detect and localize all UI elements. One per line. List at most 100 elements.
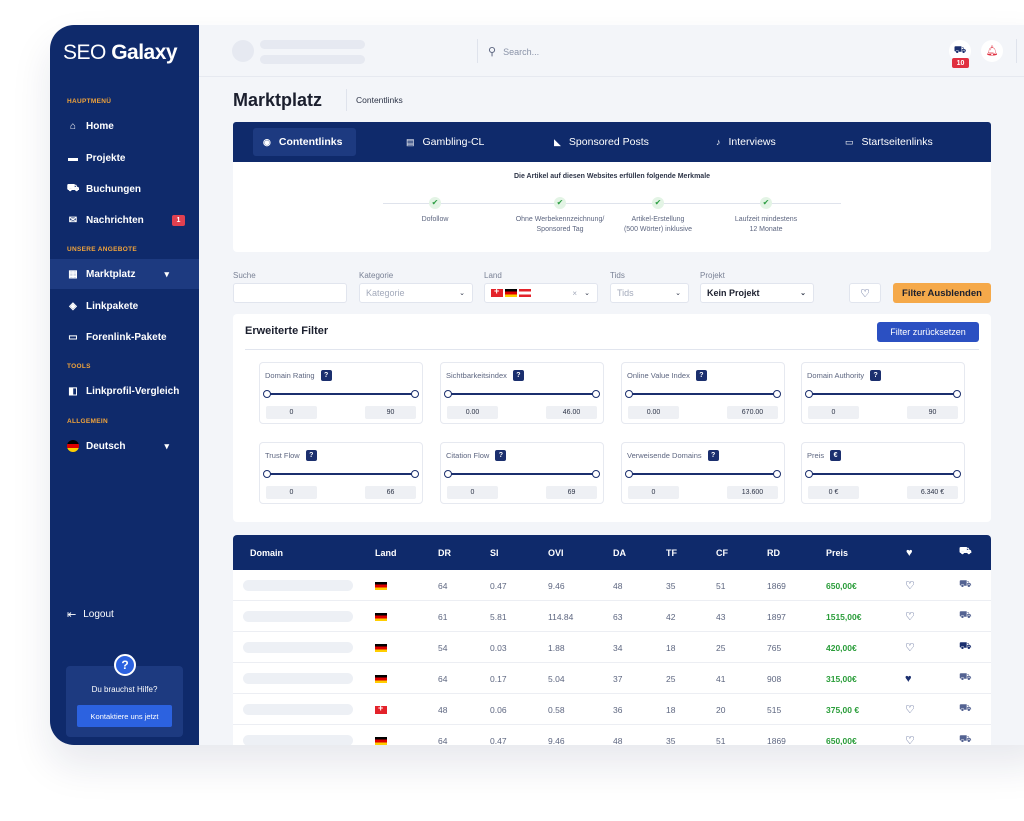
- tids-select[interactable]: Tids ⌄: [610, 283, 689, 303]
- sidebar-item-nachrichten[interactable]: ✉ Nachrichten 1: [50, 205, 199, 235]
- column-header-preis[interactable]: Preis: [826, 547, 849, 558]
- slider-handle-max[interactable]: [592, 390, 600, 398]
- add-to-cart-icon[interactable]: ⛟: [959, 641, 972, 652]
- sidebar-item-marktplatz[interactable]: ▦ Marktplatz ▾: [50, 259, 199, 289]
- range-slider[interactable]: [444, 470, 600, 478]
- max-value[interactable]: 66: [365, 486, 416, 499]
- add-to-cart-icon[interactable]: ⛟: [959, 703, 972, 714]
- range-slider[interactable]: [625, 390, 781, 398]
- domain-placeholder[interactable]: [243, 580, 353, 591]
- min-value[interactable]: 0.00: [628, 406, 679, 419]
- sidebar-item-linkprofil-vergleich[interactable]: ◧ Linkprofil-Vergleich: [68, 385, 180, 397]
- favorite-heart-icon[interactable]: ♥: [905, 672, 912, 685]
- project-select[interactable]: Kein Projekt ⌄: [700, 283, 814, 303]
- slider-handle-max[interactable]: [953, 390, 961, 398]
- add-to-cart-icon[interactable]: ⛟: [959, 672, 972, 683]
- max-value[interactable]: 6.340 €: [907, 486, 958, 499]
- sidebar-item-projekte[interactable]: ▬ Projekte: [68, 152, 126, 164]
- column-header-dr[interactable]: DR: [438, 547, 451, 558]
- help-icon[interactable]: ?: [695, 370, 707, 381]
- favorite-heart-icon[interactable]: ♡: [905, 642, 915, 654]
- range-slider[interactable]: [263, 470, 419, 478]
- slider-handle-max[interactable]: [773, 470, 781, 478]
- breadcrumb[interactable]: Contentlinks: [356, 95, 403, 105]
- sidebar-item-home[interactable]: ⌂ Home: [50, 111, 199, 141]
- column-header-domain[interactable]: Domain: [250, 547, 284, 558]
- tab-interviews[interactable]: ♪ Interviews: [716, 136, 776, 148]
- tab-gambling-cl[interactable]: ▤ Gambling-CL: [406, 136, 485, 148]
- domain-placeholder[interactable]: [243, 611, 353, 622]
- slider-handle-max[interactable]: [953, 470, 961, 478]
- favorites-filter-button[interactable]: ♡: [849, 283, 881, 303]
- min-value[interactable]: 0 €: [808, 486, 859, 499]
- logout-link[interactable]: ⇤ Logout: [67, 609, 114, 621]
- add-to-cart-icon[interactable]: ⛟: [959, 610, 972, 621]
- category-select[interactable]: Kategorie ⌄: [359, 283, 473, 303]
- help-icon[interactable]: ?: [495, 450, 507, 461]
- contact-button[interactable]: Kontaktiere uns jetzt: [77, 705, 172, 727]
- min-value[interactable]: 0: [266, 406, 317, 419]
- range-slider[interactable]: [805, 390, 961, 398]
- favorite-heart-icon[interactable]: ♡: [905, 611, 915, 623]
- slider-handle-min[interactable]: [805, 470, 813, 478]
- notification-button[interactable]: 🔔︎: [981, 40, 1003, 62]
- clear-icon[interactable]: ×: [572, 288, 577, 298]
- add-to-cart-icon[interactable]: ⛟: [959, 579, 972, 590]
- min-value[interactable]: 0: [808, 406, 859, 419]
- range-slider[interactable]: [805, 470, 961, 478]
- column-header-cf[interactable]: CF: [716, 547, 728, 558]
- help-icon[interactable]: ?: [512, 370, 524, 381]
- max-value[interactable]: 670.00: [727, 406, 778, 419]
- slider-handle-min[interactable]: [625, 390, 633, 398]
- search-input[interactable]: ⚲ Search...: [488, 46, 540, 58]
- favorite-heart-icon[interactable]: ♡: [905, 704, 915, 716]
- min-value[interactable]: 0: [266, 486, 317, 499]
- tab-contentlinks[interactable]: ◉ Contentlinks: [253, 128, 356, 156]
- range-slider[interactable]: [625, 470, 781, 478]
- sidebar-item-linkpakete[interactable]: ◈ Linkpakete: [50, 291, 199, 321]
- slider-handle-max[interactable]: [773, 390, 781, 398]
- table-row[interactable]: 54 0.03 1.88 34 18 25 765 420,00€ ♡ ⛟: [233, 632, 991, 663]
- max-value[interactable]: 90: [365, 406, 416, 419]
- min-value[interactable]: 0: [628, 486, 679, 499]
- domain-placeholder[interactable]: [243, 704, 353, 715]
- help-icon[interactable]: ?: [320, 370, 332, 381]
- domain-search-input[interactable]: [233, 283, 347, 303]
- hide-filters-button[interactable]: Filter Ausblenden: [893, 283, 991, 303]
- column-header-da[interactable]: DA: [613, 547, 626, 558]
- avatar[interactable]: [232, 40, 254, 62]
- reset-filters-button[interactable]: Filter zurücksetzen: [877, 322, 979, 342]
- domain-placeholder[interactable]: [243, 735, 353, 745]
- help-icon[interactable]: ?: [305, 450, 317, 461]
- add-to-cart-icon[interactable]: ⛟: [959, 734, 972, 745]
- column-header-rd[interactable]: RD: [767, 547, 780, 558]
- slider-handle-min[interactable]: [625, 470, 633, 478]
- table-row[interactable]: 64 0.47 9.46 48 35 51 1869 650,00€ ♡ ⛟: [233, 570, 991, 601]
- column-header-tf[interactable]: TF: [666, 547, 677, 558]
- slider-handle-max[interactable]: [411, 390, 419, 398]
- slider-handle-min[interactable]: [444, 390, 452, 398]
- euro-icon[interactable]: €: [830, 450, 842, 461]
- help-icon[interactable]: ?: [870, 370, 882, 381]
- column-header-land[interactable]: Land: [375, 547, 397, 558]
- favorite-heart-icon[interactable]: ♡: [905, 735, 915, 745]
- sidebar-item-forenlink-pakete[interactable]: ▭ Forenlink-Pakete: [68, 331, 167, 343]
- slider-handle-min[interactable]: [263, 470, 271, 478]
- table-row[interactable]: 64 0.47 9.46 48 35 51 1869 650,00€ ♡ ⛟: [233, 725, 991, 745]
- domain-placeholder[interactable]: [243, 642, 353, 653]
- table-row[interactable]: 48 0.06 0.58 36 18 20 515 375,00 € ♡ ⛟: [233, 694, 991, 725]
- slider-handle-min[interactable]: [805, 390, 813, 398]
- slider-handle-max[interactable]: [411, 470, 419, 478]
- max-value[interactable]: 46.00: [546, 406, 597, 419]
- max-value[interactable]: 90: [907, 406, 958, 419]
- range-slider[interactable]: [444, 390, 600, 398]
- country-select[interactable]: × ⌄: [484, 283, 598, 303]
- min-value[interactable]: 0: [447, 486, 498, 499]
- sidebar-item-buchungen[interactable]: ⛟ Buchungen: [66, 182, 141, 195]
- column-header-si[interactable]: SI: [490, 547, 499, 558]
- logo[interactable]: SEO Galaxy: [63, 41, 178, 64]
- language-selector[interactable]: Deutsch ▾: [50, 431, 199, 461]
- column-header-ovi[interactable]: OVI: [548, 547, 564, 558]
- max-value[interactable]: 69: [546, 486, 597, 499]
- cart-button[interactable]: ⛟: [949, 40, 971, 62]
